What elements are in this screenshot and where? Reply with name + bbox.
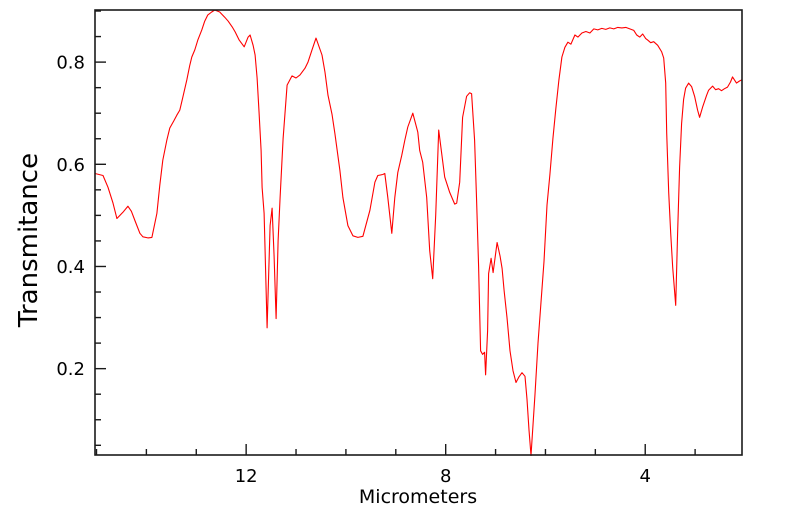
- axis-ticks: [95, 10, 696, 455]
- y-tick-label: 0.4: [56, 257, 85, 278]
- x-tick-label: 4: [639, 466, 650, 487]
- x-axis-label: Micrometers: [359, 486, 477, 508]
- spectrum-line: [94, 9, 743, 457]
- y-tick-label: 0.2: [56, 359, 85, 380]
- y-tick-label: 0.6: [56, 155, 85, 176]
- x-tick-label: 12: [235, 466, 258, 487]
- y-axis-label: Transmitance: [14, 153, 44, 328]
- y-tick-label: 0.8: [56, 53, 85, 74]
- plot-frame: [94, 9, 743, 456]
- x-tick-label: 8: [440, 466, 451, 487]
- axis-tick-labels: 12 8 4 0.2 0.4 0.6 0.8: [56, 53, 651, 487]
